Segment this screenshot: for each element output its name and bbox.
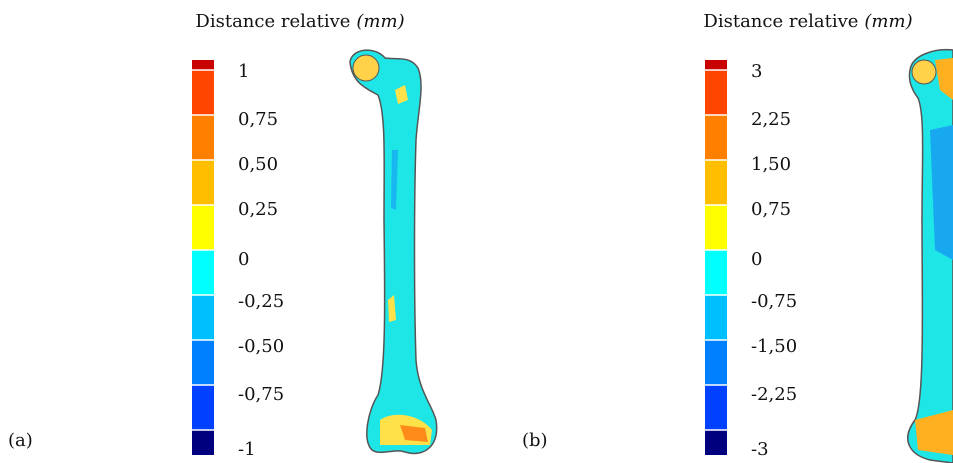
colorbar-tick-label: -0,25: [238, 291, 284, 312]
colorbar-tick-label: -0,75: [238, 384, 284, 405]
colorbar-title: Distance relative (mm): [195, 11, 404, 32]
colorbar-tick-label: 2,25: [751, 109, 791, 130]
bone-b: [907, 48, 953, 463]
colorbar-segment: [192, 250, 214, 295]
colorbar-segment: [705, 60, 727, 70]
title-unit: (mm): [864, 11, 912, 32]
colorbar-segment: [705, 115, 727, 160]
colorbar-segment: [705, 160, 727, 205]
colorbar-segment: [705, 430, 727, 455]
colorbar-title: Distance relative (mm): [703, 11, 912, 32]
colorbar-tick-label: 3: [751, 61, 762, 82]
colorbar-segment: [705, 385, 727, 430]
panel-label: (a): [8, 430, 33, 451]
colorbar-tick-label: -1,50: [751, 336, 797, 357]
colorbar-tick-label: -1: [238, 439, 256, 460]
panel-a: Distance relative (mm) 1 0,75 0,50 0,25 0 -0,25…: [8, 11, 405, 460]
title-unit: (mm): [356, 11, 404, 32]
colorbar-segment: [192, 340, 214, 385]
colorbar-tick-label: 0,25: [238, 199, 278, 220]
colorbar-segment: [192, 160, 214, 205]
colorbar-tick-label: -3: [751, 439, 769, 460]
colorbar-segment: [705, 70, 727, 115]
colorbar-tick-label: 0: [751, 249, 762, 270]
colorbar-segment: [705, 250, 727, 295]
colorbar-segment: [192, 70, 214, 115]
colorbar-tick-label: -2,25: [751, 384, 797, 405]
colorbar-segment: [192, 430, 214, 455]
panel-b: Distance relative (mm) 3 2,25 1,50 0,75 0 -0,75…: [522, 11, 913, 460]
colorbar-segment: [192, 115, 214, 160]
colorbar-tick-label: 0,75: [751, 199, 791, 220]
colorbar-segment: [705, 205, 727, 250]
colorbar-tick-label: 0: [238, 249, 249, 270]
colorbar-tick-label: 0,50: [238, 154, 278, 175]
colorbar-segment: [192, 60, 214, 70]
title-text: Distance relative: [195, 11, 350, 32]
colorbar-tick-label: -0,50: [238, 336, 284, 357]
colorbar-segment: [192, 295, 214, 340]
colorbar-segment: [705, 295, 727, 340]
title-text: Distance relative: [703, 11, 858, 32]
colorbar-segment: [192, 205, 214, 250]
colorbar-tick-label: 1: [238, 61, 249, 82]
colorbar-tick-label: 0,75: [238, 109, 278, 130]
colorbar-tick-label: -0,75: [751, 291, 797, 312]
panel-label: (b): [522, 430, 548, 451]
colorbar-segment: [192, 385, 214, 430]
colorbar-segment: [705, 340, 727, 385]
colorbar-tick-label: 1,50: [751, 154, 791, 175]
bone-a: [349, 49, 438, 455]
